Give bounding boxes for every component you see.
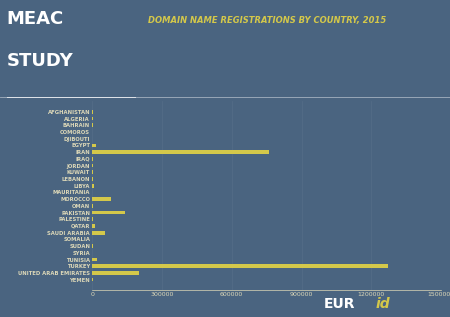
Bar: [92, 231, 105, 235]
Text: MEAC: MEAC: [7, 10, 64, 28]
Bar: [92, 117, 93, 120]
Bar: [92, 164, 94, 167]
Text: STUDY: STUDY: [7, 52, 73, 70]
Text: id: id: [376, 297, 391, 311]
Bar: [92, 197, 111, 201]
Text: EUR: EUR: [324, 297, 356, 311]
Bar: [92, 157, 93, 161]
Bar: [92, 278, 93, 281]
Bar: [92, 184, 94, 188]
Bar: [92, 264, 387, 268]
Bar: [92, 144, 96, 147]
Bar: [92, 204, 93, 208]
Bar: [92, 211, 125, 214]
Bar: [92, 177, 93, 181]
Bar: [92, 217, 94, 221]
Bar: [92, 271, 139, 275]
Bar: [92, 244, 93, 248]
Bar: [92, 171, 93, 174]
Bar: [92, 110, 93, 114]
Text: DOMAIN NAME REGISTRATIONS BY COUNTRY, 2015: DOMAIN NAME REGISTRATIONS BY COUNTRY, 20…: [148, 16, 387, 25]
Bar: [92, 258, 97, 261]
Bar: [92, 224, 94, 228]
Bar: [92, 150, 269, 154]
